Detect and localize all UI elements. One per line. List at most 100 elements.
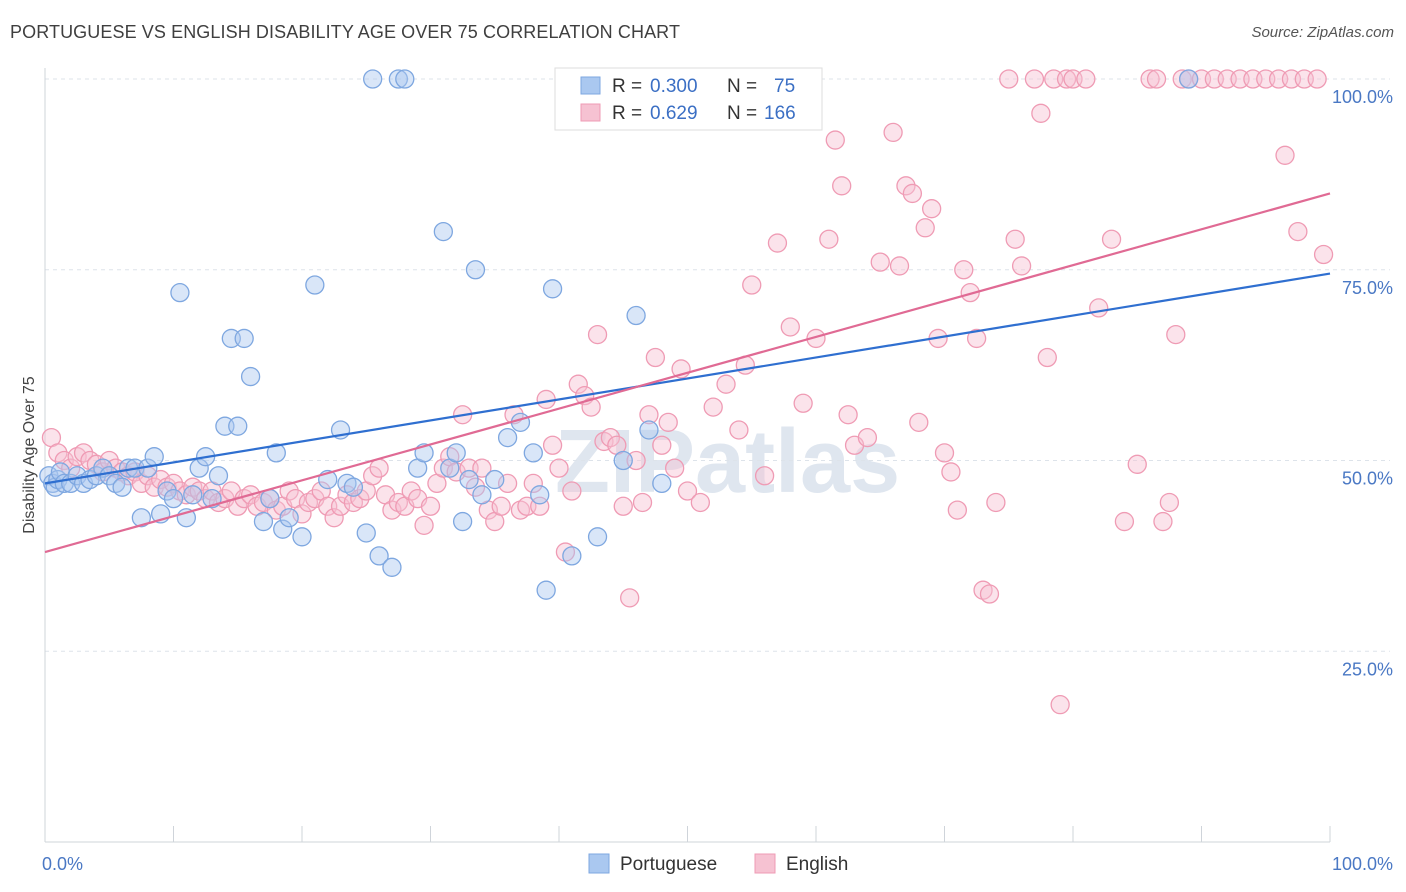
trend-lines xyxy=(44,192,1331,554)
english-point xyxy=(870,252,890,272)
english-point xyxy=(1159,492,1180,513)
english-point xyxy=(941,462,961,482)
legend-swatch-portuguese xyxy=(580,76,601,95)
english-point xyxy=(665,458,685,478)
english-point xyxy=(1076,69,1096,89)
portuguese-point xyxy=(472,485,492,505)
bottom-legend-english: English xyxy=(786,854,848,875)
english-point xyxy=(324,508,344,528)
legend-n-label-2: N = xyxy=(727,103,757,124)
english-point xyxy=(1288,221,1308,242)
english-point xyxy=(568,374,588,394)
english-point xyxy=(915,218,935,238)
portuguese-point xyxy=(253,511,274,532)
y-tick-label: 100.0% xyxy=(1332,87,1393,107)
portuguese-point xyxy=(369,546,389,566)
english-point xyxy=(523,473,543,494)
english-point xyxy=(1024,69,1045,89)
english-point xyxy=(767,233,788,253)
english-point xyxy=(645,347,666,368)
portuguese-point xyxy=(163,488,184,509)
portuguese-point xyxy=(1179,69,1199,89)
portuguese-point xyxy=(170,282,190,303)
portuguese-point xyxy=(446,443,466,463)
series-legend: Portuguese English xyxy=(588,853,848,875)
portuguese-point xyxy=(652,473,672,494)
english-point xyxy=(658,412,678,433)
english-point xyxy=(530,496,550,516)
english-point xyxy=(999,69,1019,89)
english-point xyxy=(1307,69,1327,89)
x-tick-label-max: 100.0% xyxy=(1332,854,1393,874)
english-point xyxy=(979,584,1000,604)
portuguese-point xyxy=(382,557,402,577)
english-point xyxy=(1005,229,1025,249)
english-point xyxy=(780,317,800,337)
english-point xyxy=(562,481,582,501)
portuguese-point xyxy=(183,485,203,505)
portuguese-point xyxy=(395,69,415,89)
english-point xyxy=(1127,454,1147,474)
english-point xyxy=(729,420,749,440)
portuguese-point xyxy=(240,366,261,387)
english-point xyxy=(1172,69,1192,89)
portuguese-point xyxy=(266,443,286,463)
legend-r-label-1: R = xyxy=(612,76,642,97)
english-point xyxy=(883,122,903,143)
portuguese-point xyxy=(260,488,280,509)
english-point xyxy=(163,473,184,494)
legend-r-value-2: 0.629 xyxy=(650,103,698,124)
portuguese-point xyxy=(388,69,409,89)
english-point xyxy=(279,481,299,501)
english-point xyxy=(420,496,441,516)
portuguese-point xyxy=(530,485,550,505)
y-tick-label: 75.0% xyxy=(1342,278,1393,298)
english-point xyxy=(369,458,389,478)
portuguese-point xyxy=(485,469,505,490)
english-point xyxy=(825,130,845,150)
english-point xyxy=(832,176,852,196)
portuguese-point xyxy=(208,466,229,486)
portuguese-point xyxy=(452,511,473,532)
english-point xyxy=(1037,347,1057,368)
y-tick-label: 50.0% xyxy=(1342,469,1393,489)
source-credit: Source: ZipAtlas.com xyxy=(1251,24,1394,41)
english-point xyxy=(613,496,633,516)
english-point xyxy=(639,405,659,425)
portuguese-point xyxy=(433,221,454,242)
portuguese-point xyxy=(305,275,325,295)
english-point xyxy=(600,427,621,448)
bottom-legend-portuguese: Portuguese xyxy=(620,854,717,875)
portuguese-point xyxy=(343,477,364,497)
english-point xyxy=(896,176,916,196)
english-point xyxy=(966,328,987,349)
english-point xyxy=(363,466,383,486)
portuguese-point xyxy=(542,279,563,299)
legend-n-label-1: N = xyxy=(727,76,757,97)
legend-n-value-2: 166 xyxy=(764,103,796,124)
english-point xyxy=(581,397,601,417)
english-point xyxy=(1166,324,1186,345)
english-trend-line xyxy=(44,192,1331,554)
legend-r-label-2: R = xyxy=(612,103,642,124)
axes xyxy=(44,68,1331,843)
english-point xyxy=(1313,244,1334,265)
english-points xyxy=(41,69,1334,715)
y-tick-label: 25.0% xyxy=(1342,659,1393,679)
english-point xyxy=(677,481,698,501)
english-point xyxy=(632,492,653,513)
english-point xyxy=(703,397,723,417)
english-point xyxy=(954,260,974,280)
portuguese-point xyxy=(536,580,556,600)
english-point xyxy=(1146,69,1167,89)
portuguese-point xyxy=(363,69,383,89)
english-point xyxy=(620,588,640,608)
portuguese-point xyxy=(279,508,299,528)
english-point xyxy=(491,496,511,516)
portuguese-point xyxy=(465,260,486,280)
portuguese-point xyxy=(523,443,543,463)
english-point xyxy=(934,443,955,463)
portuguese-point xyxy=(131,508,152,528)
english-point xyxy=(1153,511,1173,532)
